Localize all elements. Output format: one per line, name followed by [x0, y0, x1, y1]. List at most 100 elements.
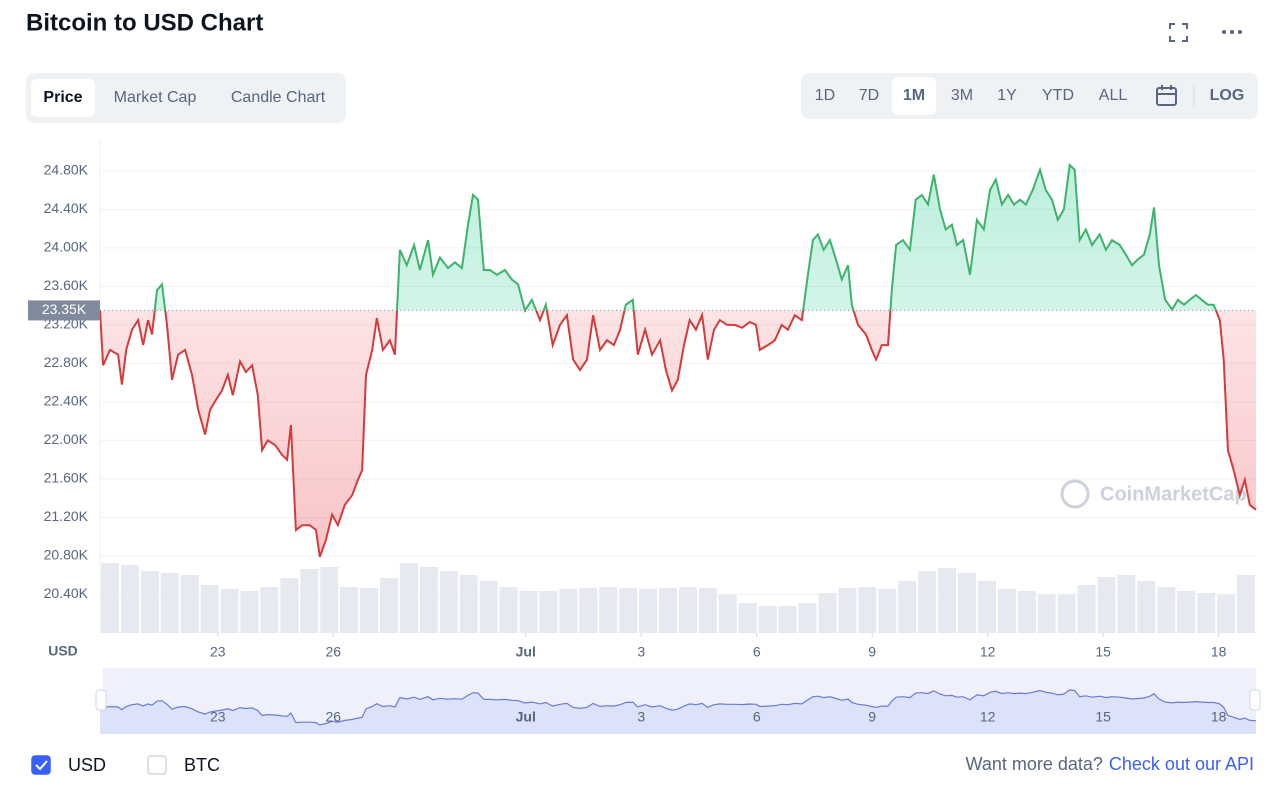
calendar-icon[interactable] — [1156, 85, 1177, 106]
chart-title: Bitcoin to USD Chart — [26, 9, 263, 36]
volume-bar — [1137, 581, 1156, 633]
volume-bar — [240, 591, 259, 633]
volume-bar — [1237, 575, 1255, 633]
fullscreen-icon[interactable] — [1169, 23, 1188, 42]
x-tick-label: Jul — [516, 644, 536, 660]
x-tick-label: 6 — [753, 644, 761, 660]
y-tick-label: 24.80K — [44, 162, 89, 178]
y-tick-label: 20.80K — [44, 547, 89, 563]
currency-label[interactable]: USD — [68, 755, 106, 775]
volume-bar — [619, 588, 638, 633]
checkbox[interactable] — [147, 755, 167, 775]
volume-bar — [320, 567, 339, 633]
navigator-handle[interactable] — [95, 689, 107, 711]
checkmark — [35, 760, 48, 771]
tab[interactable]: Market Cap — [114, 89, 197, 106]
api-prompt: Want more data? — [966, 754, 1103, 774]
range-button[interactable]: 1Y — [997, 87, 1017, 104]
volume-bar — [380, 578, 398, 633]
volume-bar — [938, 568, 957, 633]
navigator-tick-label: 26 — [325, 709, 341, 725]
navigator-handle[interactable] — [1249, 689, 1261, 711]
currency-label[interactable]: BTC — [184, 755, 220, 775]
volume-bar — [599, 587, 618, 633]
volume-bar — [639, 589, 658, 633]
volume-bar — [738, 603, 757, 633]
y-tick-label: 24.00K — [44, 239, 89, 255]
volume-bar — [918, 571, 937, 633]
tab[interactable]: Price — [43, 89, 82, 106]
volume-bar — [1197, 593, 1216, 633]
volume-bar — [758, 606, 777, 633]
volume-bar — [220, 589, 239, 633]
volume-bar — [360, 588, 379, 633]
volume-bar — [659, 588, 677, 633]
y-tick-label: 22.40K — [44, 393, 89, 409]
y-tick-label: 21.60K — [44, 470, 89, 486]
volume-bar — [977, 581, 996, 633]
api-footer: Want more data? Check out our API — [966, 754, 1255, 774]
volume-bar — [101, 563, 119, 633]
tab[interactable]: Candle Chart — [231, 89, 326, 106]
volume-bar — [180, 575, 199, 633]
price-line-up — [100, 162, 1218, 311]
watermark-logo — [1060, 479, 1090, 509]
volume-bar — [858, 587, 877, 633]
volume-bar — [579, 588, 598, 633]
volume-bar — [997, 589, 1016, 633]
area-up — [100, 165, 1216, 311]
volume-bar — [1017, 591, 1036, 633]
more-icon[interactable] — [1222, 30, 1242, 34]
active-tab — [31, 79, 95, 117]
volume-bar — [399, 563, 418, 633]
volume-bar — [160, 573, 179, 633]
area-down — [100, 310, 1256, 557]
volume-bar — [1057, 595, 1076, 633]
volume-bar — [818, 593, 837, 633]
navigator-tick-label: Jul — [516, 709, 536, 725]
x-tick-label: 15 — [1095, 644, 1111, 660]
log-toggle[interactable]: LOG — [1210, 87, 1245, 104]
volume-bar — [539, 591, 558, 633]
volume-bar — [878, 589, 897, 633]
api-link[interactable]: Check out our API — [1109, 754, 1254, 774]
volume-bar — [479, 581, 498, 633]
volume-bar — [698, 588, 717, 633]
y-tick-label: 20.40K — [44, 585, 89, 601]
y-tick-label: 22.80K — [44, 354, 89, 370]
volume-bar — [798, 603, 817, 633]
range-button[interactable]: 3M — [951, 87, 973, 104]
checkbox[interactable] — [31, 755, 51, 775]
navigator-tick-label: 12 — [980, 709, 996, 725]
price-line-down — [100, 310, 1257, 558]
volume-bar — [898, 581, 917, 633]
volume-bar — [459, 575, 478, 633]
range-button[interactable]: YTD — [1042, 87, 1074, 104]
x-tick-label: 18 — [1211, 644, 1227, 660]
volume-bar — [340, 587, 359, 633]
volume-bar — [1077, 585, 1096, 633]
volume-bar — [679, 587, 697, 633]
range-button[interactable]: 1M — [903, 87, 925, 104]
range-button[interactable]: 7D — [859, 87, 879, 104]
volume-bar — [499, 587, 518, 633]
navigator-tick-label: 9 — [868, 709, 876, 725]
range-button[interactable]: 1D — [815, 87, 835, 104]
x-tick-label: 3 — [637, 644, 645, 660]
x-tick-label: 9 — [868, 644, 876, 660]
y-tick-label: 22.00K — [44, 431, 89, 447]
volume-bar — [718, 595, 737, 633]
currency-toggle: USD BTC — [31, 755, 220, 775]
volume-bar — [1037, 595, 1056, 633]
range-button[interactable]: ALL — [1099, 87, 1128, 104]
reference-badge — [28, 300, 100, 321]
volume-bar — [559, 589, 578, 633]
volume-bar — [280, 578, 299, 633]
y-tick-label: 24.40K — [44, 200, 89, 216]
x-tick-label: 26 — [325, 644, 341, 660]
navigator-tick-label: 3 — [637, 709, 645, 725]
x-tick-label: 23 — [210, 644, 226, 660]
navigator-line — [99, 689, 1257, 726]
